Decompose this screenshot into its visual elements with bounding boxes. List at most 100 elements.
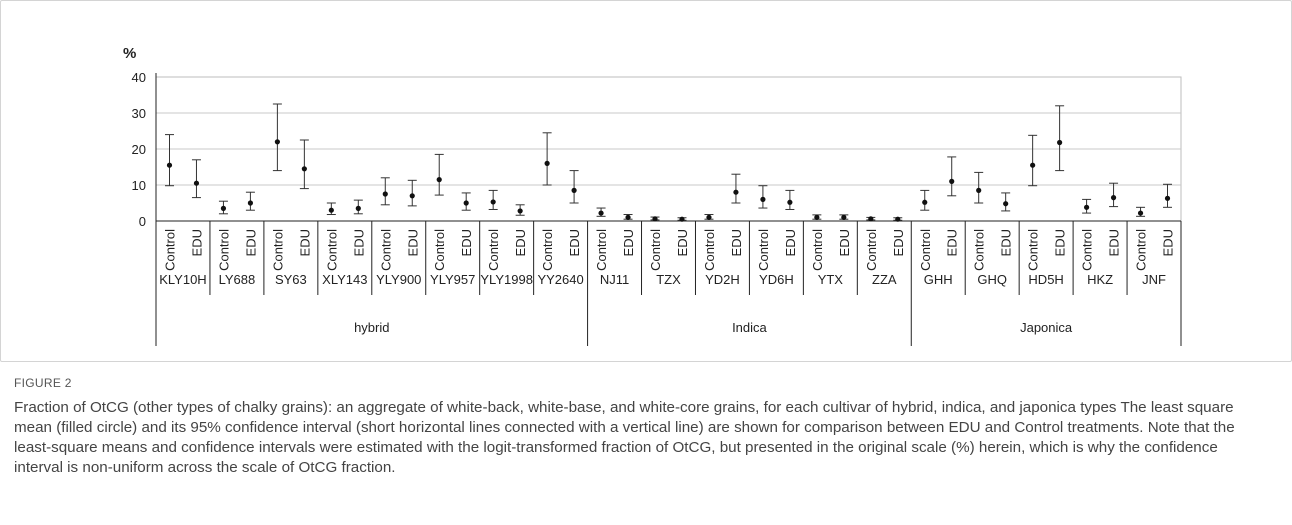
treatment-label: EDU (297, 229, 312, 256)
cultivar-label: ZZA (872, 272, 897, 287)
cultivar-label: NJ11 (600, 272, 629, 287)
cultivar-label: XLY143 (322, 272, 367, 287)
mean-point (382, 191, 388, 197)
mean-point (166, 162, 173, 168)
mean-point (1137, 210, 1144, 216)
mean-point (193, 180, 200, 186)
cultivar-label: JNF (1142, 272, 1166, 287)
mean-point (1057, 139, 1063, 146)
mean-point (355, 205, 361, 211)
treatment-label: EDU (351, 229, 366, 256)
mean-point (1030, 162, 1036, 168)
group-label: hybrid (354, 320, 389, 335)
treatment-label: EDU (243, 229, 258, 256)
treatment-label: Control (1026, 229, 1041, 271)
treatment-label: EDU (513, 229, 528, 256)
treatment-label: Control (162, 229, 177, 271)
treatment-label: EDU (783, 229, 798, 256)
mean-point (409, 193, 415, 199)
group-label: Indica (732, 320, 767, 335)
treatment-label: Control (540, 229, 555, 271)
treatment-label: EDU (189, 229, 204, 256)
mean-point (571, 187, 577, 193)
mean-point (922, 199, 928, 205)
y-axis-label: % (123, 45, 136, 62)
mean-point (247, 200, 254, 206)
mean-point (760, 196, 766, 202)
cultivar-label: YD2H (705, 272, 740, 287)
mean-point (868, 216, 874, 222)
mean-point (814, 214, 820, 220)
mean-point (463, 200, 469, 206)
mean-point (1164, 195, 1171, 201)
mean-point (1083, 204, 1090, 210)
mean-point (841, 214, 847, 220)
treatment-label: Control (432, 229, 447, 271)
cultivar-label: GHH (924, 272, 953, 287)
treatment-label: Control (378, 229, 393, 271)
treatment-label: Control (810, 229, 825, 271)
treatment-label: EDU (567, 229, 582, 256)
cultivar-label: HKZ (1087, 272, 1113, 287)
cultivar-label: GHQ (977, 272, 1007, 287)
y-tick-label: 0 (139, 214, 146, 229)
mean-point (436, 177, 442, 183)
mean-point (1003, 201, 1009, 207)
mean-point (679, 216, 685, 222)
figure-label: FIGURE 2 (14, 376, 72, 390)
cultivar-label: YD6H (759, 272, 794, 287)
treatment-label: EDU (837, 229, 852, 256)
treatment-label: EDU (459, 229, 474, 256)
treatment-label: Control (648, 229, 663, 271)
treatment-label: Control (324, 229, 339, 271)
cultivar-label: YTX (818, 272, 844, 287)
cultivar-label: YY2640 (537, 272, 583, 287)
mean-point (949, 178, 955, 184)
treatment-label: Control (864, 229, 879, 271)
group-label: Japonica (1020, 320, 1073, 335)
treatment-label: EDU (1161, 229, 1176, 256)
treatment-label: EDU (999, 229, 1014, 256)
treatment-label: Control (918, 229, 933, 271)
mean-point (490, 199, 496, 205)
treatment-label: EDU (891, 229, 906, 256)
mean-point (274, 139, 280, 145)
cultivar-label: YLY900 (376, 272, 421, 287)
y-tick-label: 30 (132, 106, 146, 121)
mean-point (652, 216, 658, 222)
mean-point (544, 160, 550, 166)
y-tick-label: 20 (132, 142, 146, 157)
cultivar-label: LY688 (219, 272, 256, 287)
cultivar-label: KLY10H (159, 272, 206, 287)
treatment-label: Control (216, 229, 231, 271)
y-tick-label: 40 (132, 70, 146, 85)
treatment-label: Control (486, 229, 501, 271)
treatment-label: EDU (729, 229, 744, 256)
cultivar-label: HD5H (1028, 272, 1063, 287)
mean-point (706, 214, 712, 220)
treatment-label: Control (1080, 229, 1095, 271)
treatment-label: Control (1134, 229, 1149, 271)
y-tick-label: 10 (132, 178, 146, 193)
treatment-label: EDU (405, 229, 420, 256)
mean-point (328, 207, 334, 213)
mean-point (598, 210, 604, 216)
mean-point (625, 214, 631, 220)
treatment-label: Control (702, 229, 717, 271)
mean-point (787, 199, 793, 205)
cultivar-label: YLY957 (430, 272, 475, 287)
treatment-label: EDU (1053, 229, 1068, 256)
mean-point (895, 216, 901, 222)
treatment-label: EDU (675, 229, 690, 256)
treatment-label: EDU (621, 229, 636, 256)
mean-point (733, 189, 739, 195)
mean-point (1110, 195, 1117, 201)
treatment-label: Control (756, 229, 771, 271)
treatment-label: Control (594, 229, 609, 271)
cultivar-label: YLY1998 (480, 272, 533, 287)
treatment-label: Control (270, 229, 285, 271)
cultivar-label: SY63 (275, 272, 307, 287)
mean-point (976, 187, 982, 193)
treatment-label: EDU (945, 229, 960, 256)
